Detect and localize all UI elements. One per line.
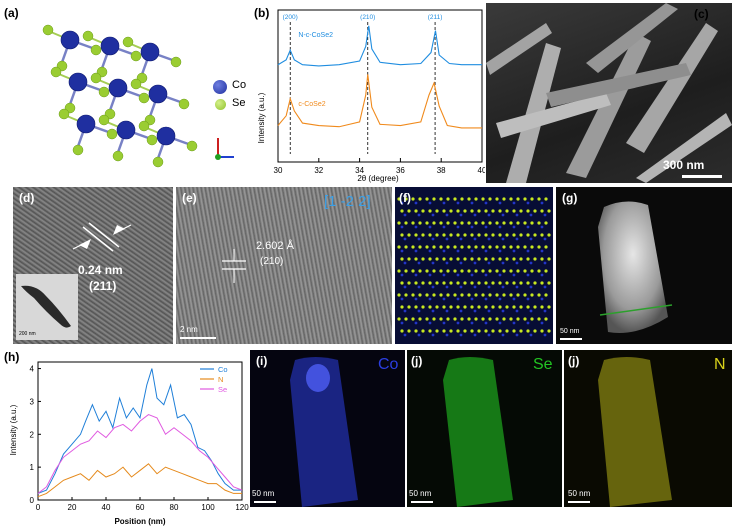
- g-scale-bar: [560, 338, 582, 340]
- se-legend-label: Se: [232, 97, 246, 109]
- panel-label-j-n: (j): [568, 354, 580, 368]
- profile-series-line: [37, 414, 243, 494]
- xrd-peak-label: (200): [283, 14, 298, 21]
- xrd-peak-label: (210): [360, 14, 375, 21]
- panel-f: (f): [395, 187, 553, 344]
- g-scale-text: 50 nm: [560, 328, 580, 335]
- xrd-xtick-label: 32: [314, 166, 323, 175]
- i-scale-text: 50 nm: [252, 489, 275, 498]
- profile-xtick-label: 60: [136, 503, 145, 512]
- co-map-label: Co: [378, 356, 399, 373]
- xrd-series-line: [277, 74, 482, 129]
- xrd-peak-label: (211): [428, 14, 443, 21]
- profile-xtick-label: 20: [68, 503, 77, 512]
- co-legend-ball: [213, 80, 227, 94]
- profile-ytick-label: 1: [30, 463, 35, 472]
- panel-i: (i) Co 50 nm: [250, 350, 405, 507]
- i-scale-bar: [254, 501, 276, 503]
- n-map: [598, 357, 672, 507]
- panel-g: (g) 50 nm: [556, 187, 732, 344]
- se-map: [443, 357, 513, 507]
- xrd-xtick-label: 36: [396, 166, 405, 175]
- se-map-label: Se: [533, 356, 553, 373]
- panel-label-h: (h): [4, 350, 20, 364]
- profile-legend-label: Co: [218, 365, 228, 374]
- j-n-scale-bar: [568, 501, 590, 503]
- xrd-ylabel: Intensity (a.u.): [257, 92, 266, 143]
- profile-ytick-label: 3: [30, 397, 35, 406]
- e-scale-bar: [180, 337, 216, 339]
- line-scan-path: [599, 304, 673, 316]
- co-legend-label: Co: [232, 79, 247, 91]
- co-map: [290, 357, 358, 507]
- n-map-label: N: [714, 356, 726, 373]
- e-plane-text: (210): [260, 256, 284, 267]
- panel-b: (b) Intensity (a.u.) 2θ (degree) 30 32 34 3…: [250, 0, 485, 185]
- tem-inset: 200 nm: [16, 274, 78, 340]
- profile-series-line: [37, 368, 242, 494]
- j-n-scale-text: 50 nm: [568, 489, 591, 498]
- sem-scale-bar: [682, 175, 722, 178]
- lattice-markers: [72, 222, 132, 252]
- profile-xtick-label: 40: [102, 503, 111, 512]
- sem-image: [486, 3, 732, 183]
- se-legend-ball: [215, 99, 226, 110]
- panel-label-e: (e): [182, 191, 197, 205]
- inset-scale-text: 200 nm: [19, 331, 36, 337]
- panel-label-a: (a): [4, 6, 19, 20]
- xrd-xtick-label: 40: [478, 166, 485, 175]
- spacing-markers: [222, 249, 246, 283]
- sem-scale-text: 300 nm: [663, 158, 705, 172]
- d-spacing-text: 0.24 nm: [78, 263, 123, 277]
- xrd-series-label: N-c-CoSe2: [298, 32, 333, 39]
- atomic-model: [397, 197, 551, 337]
- panel-a: (a) Co Se: [0, 0, 265, 175]
- j-se-scale-bar: [411, 501, 433, 503]
- line-profile-chart: Intensity (a.u.) Position (nm) 0 20 40 60 80…: [9, 361, 249, 526]
- panel-label-c: (c): [694, 7, 709, 21]
- xrd-series-label: c-CoSe2: [298, 101, 325, 108]
- panel-h: (h) Intensity (a.u.) Position (nm) 0 20 40…: [0, 350, 250, 529]
- panel-e: (e) [1 -2 2] 2.602 Å (210) 2 nm: [176, 187, 392, 344]
- d-plane-text: (211): [89, 279, 117, 293]
- xrd-xtick-label: 30: [274, 166, 283, 175]
- e-scale-text: 2 nm: [180, 325, 198, 334]
- profile-plot-frame: [37, 361, 243, 501]
- profile-xtick-label: 80: [170, 503, 179, 512]
- j-se-scale-text: 50 nm: [409, 489, 432, 498]
- panel-d: (d) 0.24 nm (211) 200 nm: [13, 187, 173, 344]
- profile-xlabel: Position (nm): [114, 517, 165, 526]
- panel-label-j-se: (j): [411, 354, 423, 368]
- profile-legend-label: Se: [218, 385, 227, 394]
- profile-ytick-label: 2: [30, 430, 35, 439]
- xrd-plot-frame: [277, 9, 483, 163]
- e-spacing-text: 2.602 Å: [256, 240, 294, 252]
- profile-series-line: [37, 463, 242, 498]
- xrd-series-line: [277, 25, 482, 67]
- profile-legend-label: N: [218, 375, 223, 384]
- xrd-xtick-label: 38: [437, 166, 446, 175]
- xrd-chart: Intensity (a.u.) 2θ (degree) 30 32 34 36 38 4…: [257, 9, 485, 183]
- profile-ylabel: Intensity (a.u.): [9, 404, 18, 455]
- axis-gizmo: [215, 138, 234, 160]
- panel-label-b: (b): [254, 6, 270, 20]
- crystal-structure-diagram: [42, 24, 234, 168]
- profile-xtick-label: 0: [36, 503, 41, 512]
- panel-j-n: (j) N 50 nm: [564, 350, 732, 507]
- profile-xtick-label: 100: [201, 503, 215, 512]
- xrd-xlabel: 2θ (degree): [357, 174, 399, 183]
- profile-ytick-label: 4: [30, 365, 35, 374]
- panel-c: (c) 300 nm: [486, 3, 732, 183]
- panel-j-se: (j) Se 50 nm: [407, 350, 562, 507]
- xrd-xtick-label: 34: [355, 166, 364, 175]
- profile-xtick-label: 120: [235, 503, 249, 512]
- panel-label-g: (g): [562, 191, 578, 205]
- panel-label-f: (f): [399, 191, 411, 205]
- panel-label-d: (d): [19, 191, 35, 205]
- panel-label-i: (i): [256, 354, 268, 368]
- haadf-image: [598, 201, 673, 333]
- profile-ytick-label: 0: [30, 496, 35, 505]
- zone-axis-text: [1 -2 2]: [324, 193, 371, 210]
